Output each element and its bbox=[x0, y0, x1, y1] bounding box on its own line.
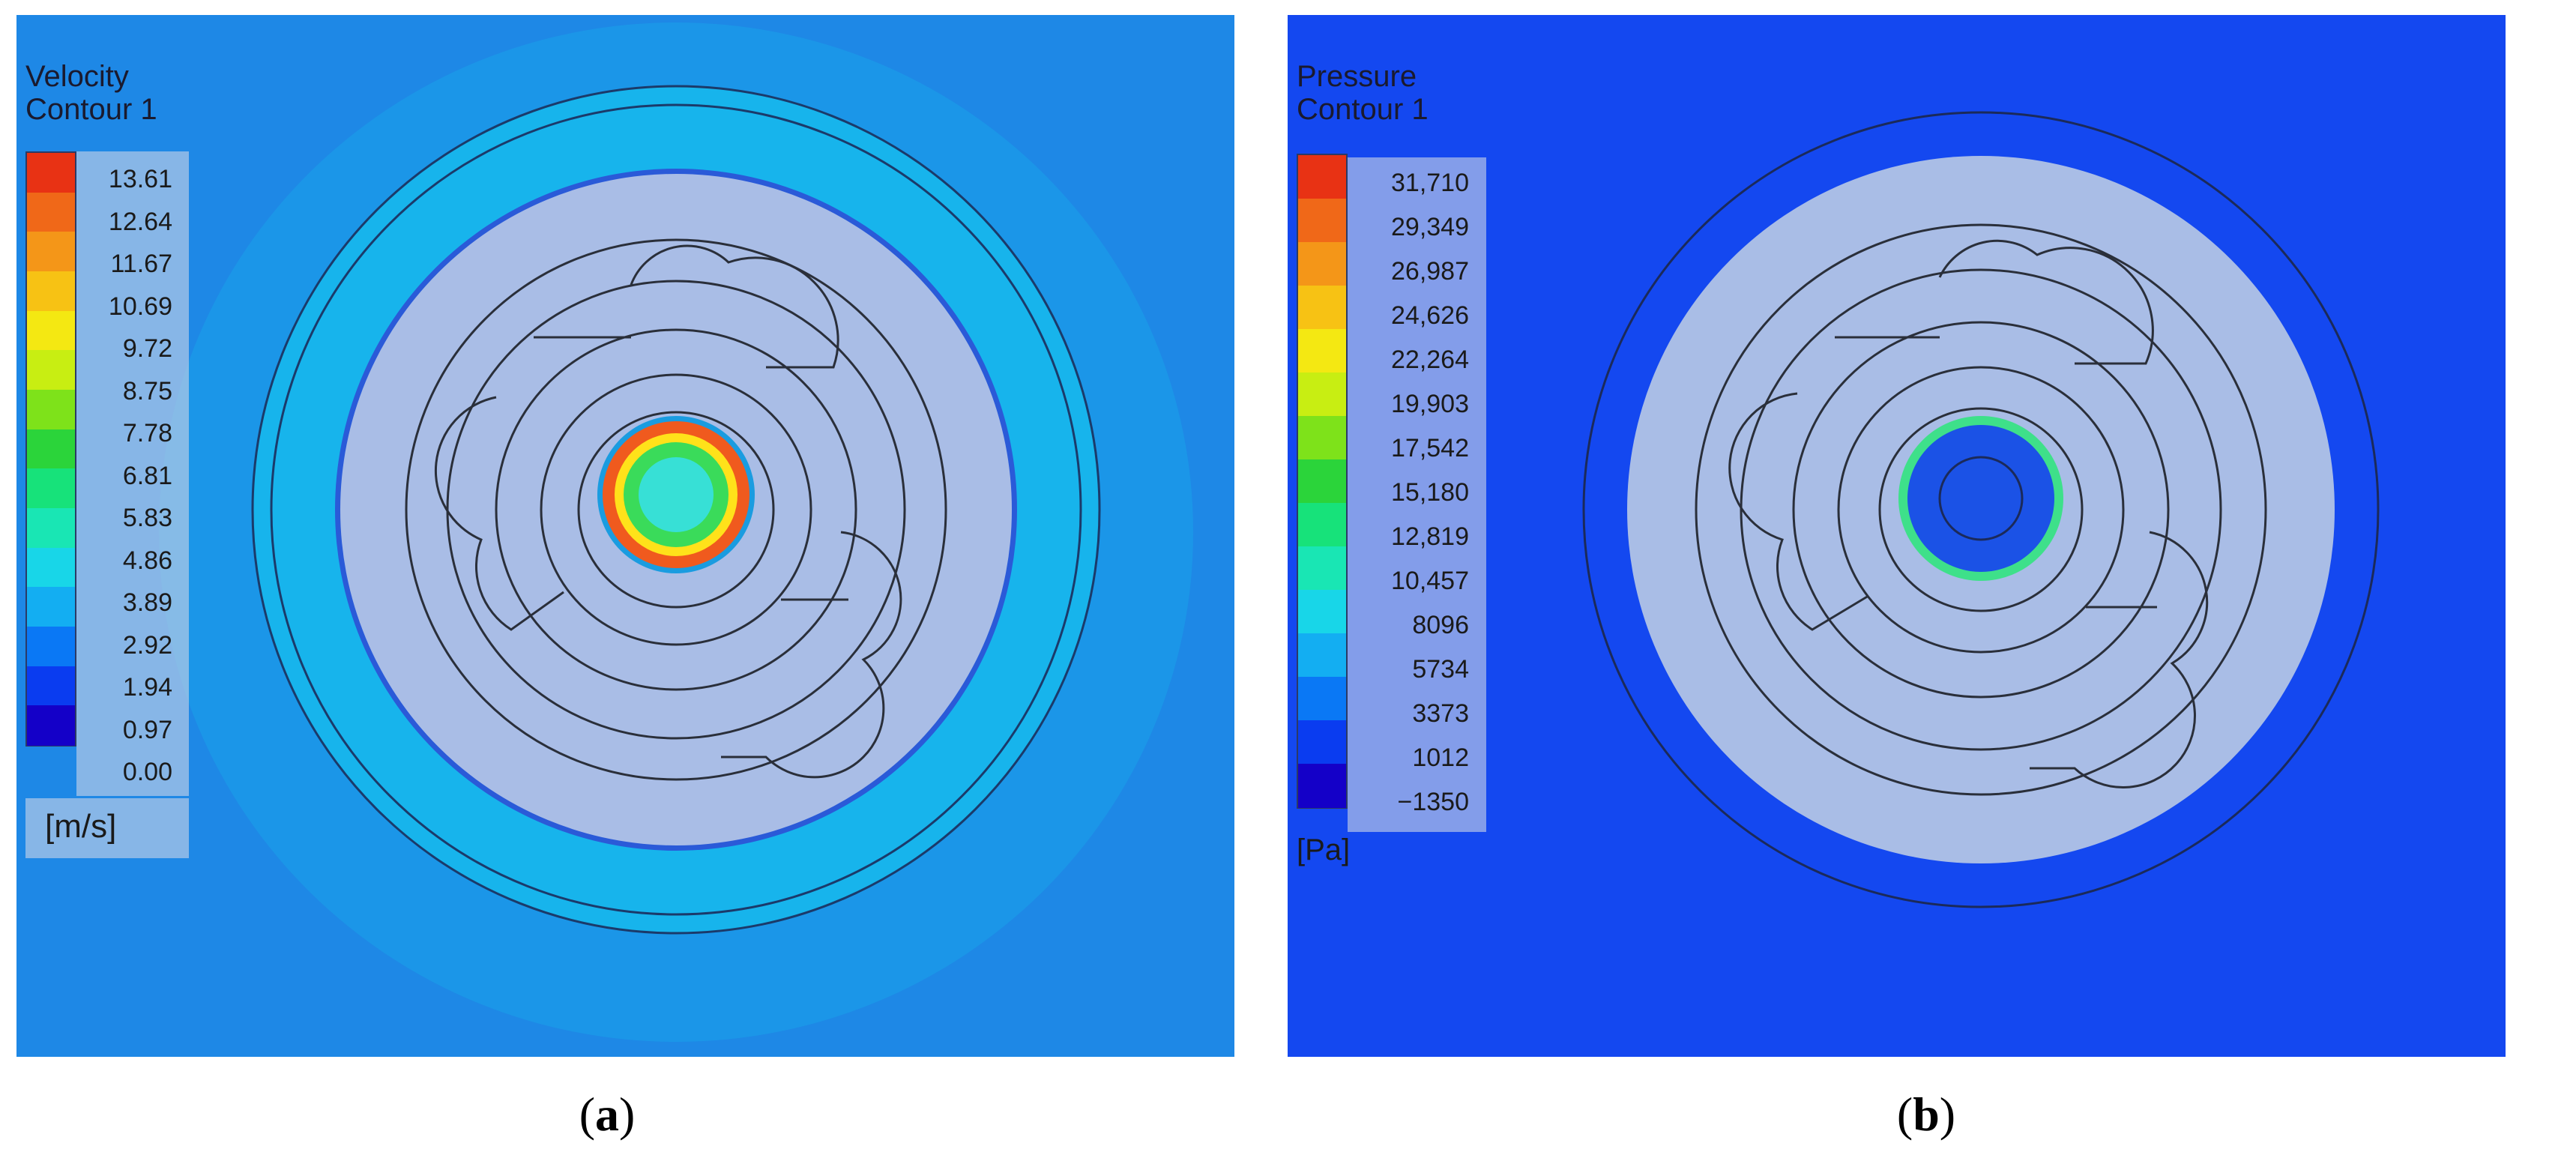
tick-label: 1012 bbox=[1412, 744, 1469, 772]
colorbar-segment bbox=[27, 587, 75, 627]
tick-label: 10,457 bbox=[1391, 567, 1469, 595]
colorbar-segment bbox=[1298, 242, 1346, 286]
colorbar-segment bbox=[27, 390, 75, 430]
tick-label: 8.75 bbox=[122, 376, 172, 405]
colorbar-segment bbox=[1298, 459, 1346, 504]
colorbar-segment bbox=[27, 547, 75, 588]
tick-label: 17,542 bbox=[1391, 434, 1469, 462]
pressure-impeller-lines bbox=[1695, 223, 2267, 796]
tick-label: 7.78 bbox=[122, 419, 172, 447]
colorbar-segment bbox=[27, 666, 75, 707]
colorbar-segment bbox=[1298, 764, 1346, 808]
caption-b-letter: b bbox=[1913, 1088, 1940, 1141]
colorbar-segment bbox=[27, 153, 75, 193]
tick-label: 22,264 bbox=[1391, 346, 1469, 374]
caption-b: (b) bbox=[1814, 1087, 2039, 1142]
tick-label: 15,180 bbox=[1391, 478, 1469, 507]
velocity-outer-ring bbox=[251, 85, 1101, 935]
colorbar-segment bbox=[27, 508, 75, 549]
caption-a-close: ) bbox=[619, 1088, 636, 1141]
colorbar-segment bbox=[27, 271, 75, 312]
pressure-unit-label: [Pa] bbox=[1297, 833, 1351, 866]
pressure-colorbar bbox=[1297, 154, 1348, 809]
tick-label: 0.00 bbox=[122, 758, 172, 786]
colorbar-segment bbox=[27, 350, 75, 390]
colorbar-segment bbox=[1298, 373, 1346, 417]
colorbar-segment bbox=[1298, 546, 1346, 591]
tick-label: 3.89 bbox=[122, 588, 172, 617]
legend-title-line1: Velocity bbox=[25, 60, 129, 93]
velocity-impeller-lines bbox=[405, 238, 947, 781]
tick-label: 12.64 bbox=[108, 207, 172, 236]
tick-label: 26,987 bbox=[1391, 257, 1469, 286]
legend-title-line1: Pressure bbox=[1297, 60, 1417, 93]
colorbar-segment bbox=[27, 429, 75, 470]
colorbar-segment bbox=[1298, 329, 1346, 373]
legend-title: Velocity Contour 1 bbox=[25, 60, 157, 126]
pressure-contour-plot bbox=[1288, 15, 2506, 1057]
velocity-contour-plot bbox=[16, 15, 1234, 1057]
tick-label: 8096 bbox=[1412, 611, 1469, 639]
tick-label: 9.72 bbox=[122, 334, 172, 363]
tick-label: 0.97 bbox=[122, 715, 172, 744]
colorbar-segment bbox=[27, 232, 75, 272]
velocity-unit-label: [m/s] bbox=[45, 808, 117, 845]
colorbar-segment bbox=[1298, 503, 1346, 547]
colorbar-segment bbox=[27, 468, 75, 509]
tick-label: 5734 bbox=[1412, 655, 1469, 684]
pressure-core-inner-ring bbox=[1938, 456, 2024, 541]
tick-label: 31,710 bbox=[1391, 169, 1469, 197]
colorbar-segment bbox=[1298, 199, 1346, 243]
legend-title-line2: Contour 1 bbox=[1297, 93, 1429, 126]
tick-label: 13.61 bbox=[108, 165, 172, 193]
caption-a: (a) bbox=[495, 1087, 720, 1142]
colorbar-segment bbox=[1298, 155, 1346, 199]
tick-label: 3373 bbox=[1412, 699, 1469, 728]
caption-a-open: ( bbox=[579, 1088, 595, 1141]
tick-label: 5.83 bbox=[122, 504, 172, 532]
legend-title: Pressure Contour 1 bbox=[1297, 60, 1429, 126]
velocity-colorbar bbox=[25, 151, 76, 747]
colorbar-segment bbox=[1298, 416, 1346, 460]
pressure-outer-ring bbox=[1582, 111, 2380, 908]
tick-label: −1350 bbox=[1397, 788, 1470, 816]
velocity-core-inner bbox=[639, 457, 714, 532]
tick-label: 12,819 bbox=[1391, 522, 1469, 551]
caption-b-open: ( bbox=[1896, 1088, 1913, 1141]
pressure-tick-panel bbox=[1348, 157, 1486, 832]
tick-label: 1.94 bbox=[122, 673, 172, 702]
tick-label: 19,903 bbox=[1391, 390, 1469, 418]
velocity-ring-2 bbox=[270, 103, 1082, 916]
panel-velocity: Velocity Contour 1 13.61 12.64 11.67 10.69 9… bbox=[16, 15, 1234, 1057]
tick-label: 10.69 bbox=[108, 292, 172, 321]
velocity-unit-panel bbox=[25, 798, 189, 858]
tick-label: 2.92 bbox=[122, 630, 172, 660]
caption-b-close: ) bbox=[1939, 1088, 1956, 1141]
colorbar-segment bbox=[1298, 286, 1346, 330]
pressure-core-fill bbox=[1907, 425, 2054, 572]
tick-label: 6.81 bbox=[122, 461, 172, 490]
tick-label: 29,349 bbox=[1391, 213, 1469, 241]
colorbar-segment bbox=[1298, 633, 1346, 678]
caption-a-letter: a bbox=[595, 1088, 619, 1141]
legend-title-line2: Contour 1 bbox=[25, 93, 157, 126]
tick-label: 4.86 bbox=[122, 546, 172, 575]
colorbar-segment bbox=[27, 192, 75, 233]
colorbar-segment bbox=[1298, 590, 1346, 634]
colorbar-segment bbox=[27, 627, 75, 667]
colorbar-segment bbox=[27, 310, 75, 352]
velocity-tick-panel bbox=[76, 151, 189, 796]
tick-label: 24,626 bbox=[1391, 301, 1469, 330]
colorbar-segment bbox=[1298, 677, 1346, 721]
tick-label: 11.67 bbox=[110, 250, 172, 278]
colorbar-segment bbox=[27, 705, 75, 746]
panel-pressure: Pressure Contour 1 31,710 29,349 26,987 24,… bbox=[1288, 15, 2506, 1057]
colorbar-segment bbox=[1298, 720, 1346, 765]
